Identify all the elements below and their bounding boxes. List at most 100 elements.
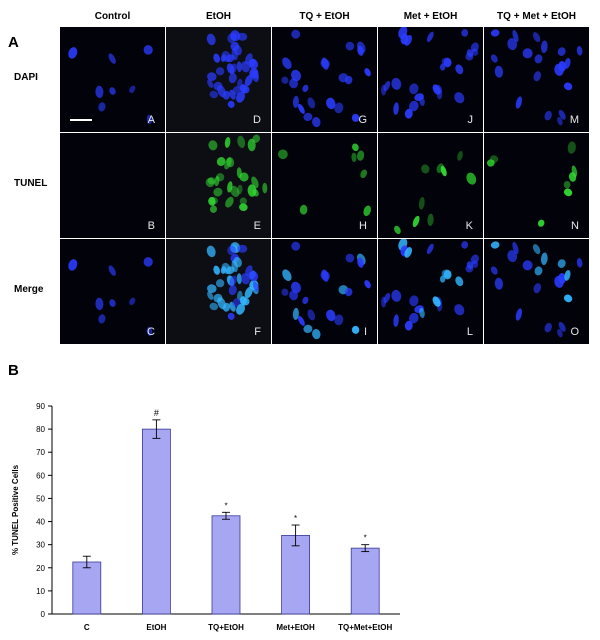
tile-letter: F [254, 326, 261, 338]
nucleus [454, 92, 465, 104]
nucleus [227, 100, 235, 108]
nucleus [236, 303, 245, 315]
micrograph-tile: K [378, 133, 483, 238]
micrograph-tile: E [166, 133, 271, 238]
nucleus [262, 182, 268, 194]
nucleus [522, 48, 533, 59]
nucleus [364, 280, 371, 289]
nucleus [440, 165, 447, 177]
nucleus [486, 159, 495, 167]
nucleus [95, 85, 104, 99]
nucleus [404, 108, 413, 119]
nucleus [409, 312, 419, 324]
nucleus [68, 259, 78, 271]
nucleus [207, 79, 214, 88]
nucleus [297, 315, 305, 326]
nucleus [209, 205, 218, 213]
nucleus [291, 241, 301, 251]
y-tick-label: 50 [36, 494, 45, 503]
nucleus [68, 47, 78, 59]
nucleus [345, 253, 355, 263]
nucleus [289, 78, 299, 89]
y-tick-label: 70 [36, 448, 45, 457]
nucleus [220, 266, 227, 274]
nucleus [576, 46, 583, 56]
nucleus [247, 138, 256, 152]
nucleus [143, 45, 153, 55]
nucleus [302, 296, 309, 305]
nucleus [522, 260, 533, 271]
nucleus [567, 141, 576, 154]
nucleus [564, 58, 571, 69]
nucleus [544, 322, 552, 333]
nucleus [278, 149, 288, 160]
nucleus [494, 65, 504, 78]
micrograph-tile: O [484, 239, 589, 344]
panel-a-label: A [8, 34, 19, 51]
nucleus [421, 164, 430, 174]
tile-letter: O [570, 326, 579, 338]
row-header-tunel: TUNEL [14, 178, 48, 189]
bar [72, 561, 102, 615]
micrograph-tile: J [378, 27, 483, 132]
nucleus [537, 219, 545, 227]
nucleus [391, 289, 402, 302]
nucleus [237, 290, 243, 301]
nucleus [404, 35, 413, 46]
nucleus [303, 112, 313, 122]
nucleus [409, 295, 419, 307]
micrograph-tile: B [60, 133, 165, 238]
nucleus [557, 259, 566, 268]
tile-letter: A [147, 114, 155, 126]
nucleus [432, 296, 441, 307]
nucleus [237, 78, 243, 89]
nucleus [230, 185, 240, 198]
nucleus [357, 45, 364, 56]
y-tick-label: 90 [36, 402, 45, 411]
nucleus [419, 95, 425, 107]
nucleus [439, 275, 446, 283]
x-tick-label: TQ+Met+EtOH [338, 623, 392, 632]
nucleus [360, 169, 368, 179]
nucleus [307, 309, 316, 321]
nucleus [557, 329, 563, 338]
nucleus [533, 283, 542, 294]
y-tick-label: 80 [36, 425, 45, 434]
row-header-merge: Merge [14, 284, 44, 295]
nucleus [326, 97, 336, 110]
nucleus [558, 321, 566, 332]
nucleus [344, 287, 353, 297]
nucleus [236, 273, 242, 285]
nucleus [352, 143, 359, 152]
nucleus [563, 294, 573, 303]
nucleus [214, 176, 220, 187]
nucleus [237, 244, 248, 253]
tunel-bar-chart: 0 10 20 30 40 50 60 70 80 90 % TUNEL Positive Cell… [11, 402, 400, 632]
nucleus [213, 53, 221, 63]
nucleus [454, 304, 465, 316]
bar [350, 547, 380, 615]
nucleus [515, 308, 523, 321]
nucleus [282, 269, 292, 281]
nucleus [244, 74, 253, 87]
row-header-dapi: DAPI [14, 72, 38, 83]
nucleus [515, 96, 523, 109]
y-tick-label: 0 [41, 610, 46, 619]
panel-b-label: B [8, 362, 19, 379]
scale-bar [70, 119, 92, 121]
bar [141, 428, 171, 615]
nucleus [242, 85, 250, 94]
nucleus [466, 172, 477, 185]
nucleus [490, 54, 498, 63]
nucleus [231, 260, 238, 273]
tile-letter: N [571, 220, 579, 232]
tile-letter: G [358, 114, 367, 126]
nucleus [532, 32, 541, 43]
nucleus [426, 31, 434, 43]
nucleus [146, 114, 153, 125]
nucleus [207, 284, 217, 293]
nucleus [534, 54, 543, 64]
nucleus [239, 197, 247, 205]
micrograph-tile: F [166, 239, 271, 344]
nucleus [215, 67, 225, 76]
